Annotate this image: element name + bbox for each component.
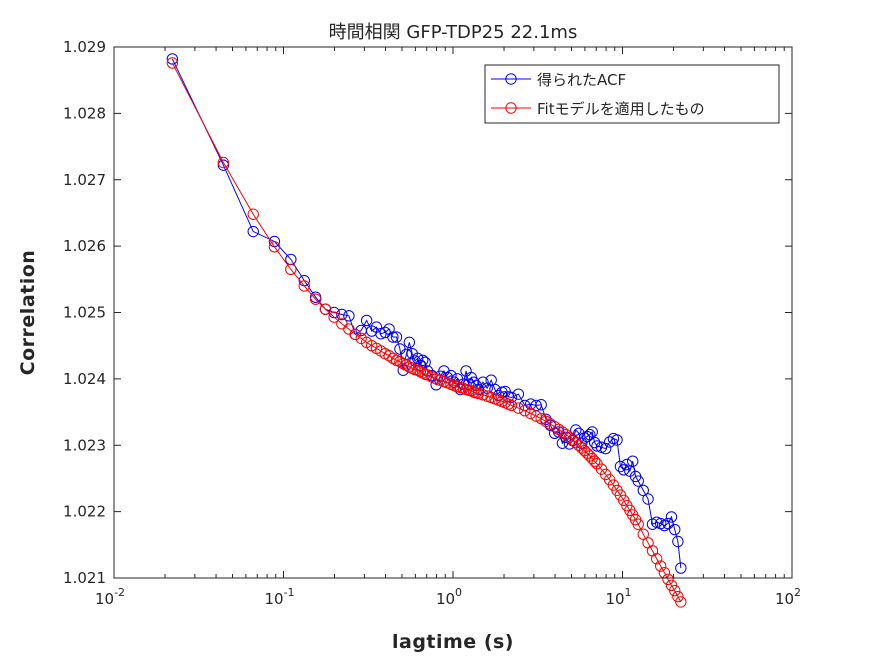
data-point — [349, 328, 361, 341]
data-point — [599, 442, 612, 455]
data-point — [417, 354, 429, 366]
data-point — [370, 321, 383, 333]
data-point — [512, 402, 525, 414]
data-point — [285, 263, 297, 276]
data-point — [512, 388, 525, 400]
data-point — [319, 303, 332, 315]
y-tick-label: 1.027 — [63, 171, 106, 189]
series-2 — [166, 57, 687, 608]
data-point — [247, 225, 259, 238]
data-point — [411, 352, 424, 364]
data-point — [535, 399, 547, 411]
data-point — [390, 331, 403, 343]
data-point — [675, 562, 687, 574]
y-axis-label: Correlation — [17, 250, 39, 376]
data-point — [627, 455, 639, 467]
data-point — [400, 359, 413, 371]
x-tick-label: 101 — [605, 586, 631, 608]
data-point — [672, 535, 684, 548]
y-tick-label: 1.023 — [63, 436, 106, 454]
data-point — [621, 458, 633, 471]
legend: 得られたACF Fitモデルを適用したもの — [484, 64, 780, 124]
data-point — [298, 280, 310, 292]
data-point — [309, 293, 322, 305]
data-point — [588, 455, 601, 467]
data-point — [618, 494, 630, 507]
data-point — [383, 323, 395, 335]
data-point — [217, 156, 230, 169]
data-point — [328, 311, 340, 323]
axes-layer: 10-2 10-1 100 101 102 1.021 1.022 1.023 1.024 1.0… — [63, 38, 801, 608]
data-point — [662, 573, 674, 586]
series-layer — [166, 53, 687, 608]
data-point — [419, 356, 431, 368]
data-point — [595, 441, 608, 453]
data-point — [217, 159, 230, 171]
data-point — [675, 596, 687, 608]
data-point — [618, 464, 630, 476]
chart-title: 時間相関 GFP-TDP25 22.1ms — [329, 22, 578, 43]
legend-marker — [505, 102, 517, 114]
legend-marker — [505, 73, 517, 85]
data-point — [552, 423, 565, 436]
data-point — [632, 518, 644, 530]
x-tick-label: 10-2 — [95, 586, 125, 608]
x-axis-label: lagtime (s) — [392, 631, 514, 653]
legend-label: 得られたACF — [537, 71, 626, 89]
data-point — [343, 310, 355, 322]
data-point — [166, 57, 179, 69]
data-point — [505, 399, 518, 412]
data-point — [465, 385, 477, 397]
data-point — [336, 308, 348, 321]
data-point — [477, 376, 489, 388]
data-point — [654, 560, 667, 572]
data-point — [614, 460, 627, 473]
data-point — [586, 426, 598, 438]
data-point — [247, 208, 259, 220]
y-tick-label: 1.024 — [63, 370, 106, 388]
data-point — [637, 528, 649, 540]
data-point — [665, 511, 678, 523]
data-point — [669, 523, 681, 536]
data-point — [387, 331, 399, 343]
data-point — [672, 590, 684, 603]
y-tick-label: 1.021 — [63, 569, 106, 587]
x-tick-label: 102 — [775, 586, 801, 608]
data-point — [632, 475, 644, 487]
y-tick-label: 1.028 — [63, 104, 106, 122]
data-point — [650, 553, 663, 565]
legend-label: Fitモデルを適用したもの — [537, 100, 705, 118]
y-tick-label: 1.022 — [63, 503, 106, 521]
y-tick-label: 1.026 — [63, 237, 106, 255]
x-tick-label: 100 — [436, 586, 462, 608]
data-point — [642, 493, 654, 505]
data-point — [268, 241, 281, 253]
data-point — [519, 405, 531, 417]
data-point — [477, 389, 489, 401]
y-tick-label: 1.029 — [63, 38, 106, 56]
data-point — [445, 369, 457, 382]
legend-item-1: 得られたACF — [491, 71, 626, 89]
data-point — [472, 387, 485, 400]
y-tick-label: 1.025 — [63, 304, 106, 322]
plot-background — [114, 47, 792, 578]
data-point — [603, 436, 616, 448]
data-point — [166, 53, 179, 65]
data-point — [669, 584, 681, 597]
data-point — [524, 407, 537, 420]
legend-box — [484, 64, 780, 124]
data-point — [403, 336, 416, 349]
data-point — [591, 440, 603, 452]
data-point — [394, 355, 406, 368]
data-point — [637, 484, 649, 497]
data-point — [611, 434, 623, 446]
x-tick-label: 10-1 — [264, 586, 294, 608]
legend-item-2: Fitモデルを適用したもの — [491, 100, 705, 118]
data-point — [662, 517, 674, 530]
data-point — [360, 314, 373, 327]
